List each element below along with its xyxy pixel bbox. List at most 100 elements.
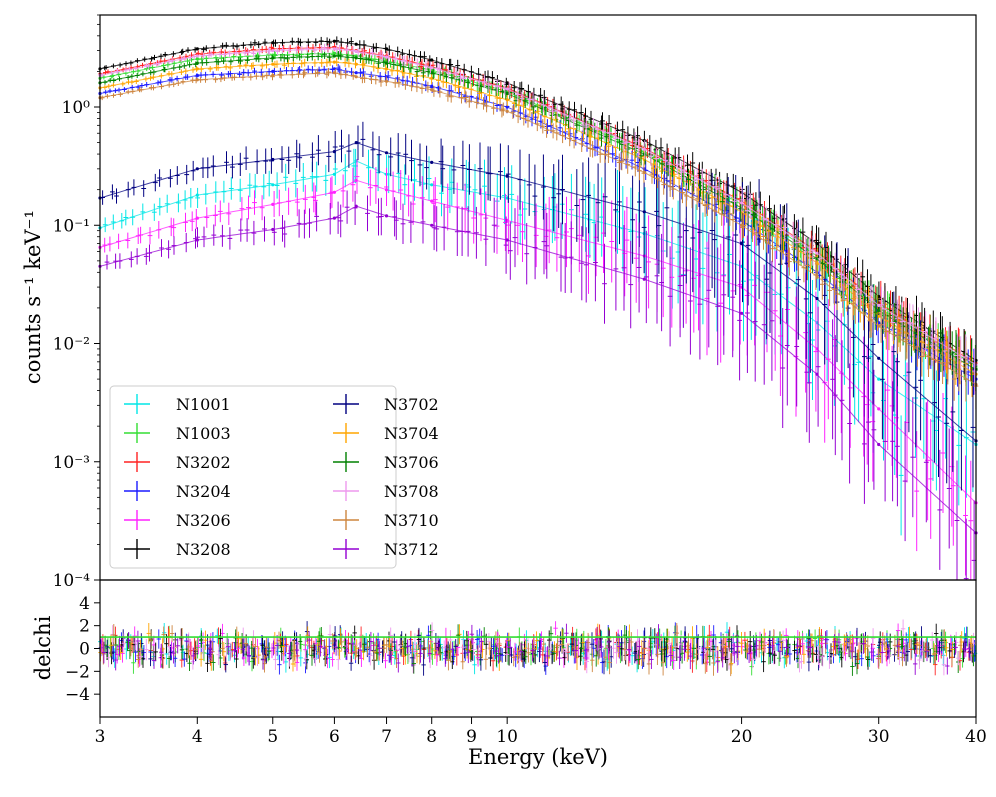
x-tick-label: 10 (496, 727, 518, 747)
legend-label: N3712 (384, 540, 439, 559)
legend-item-n3708: N3708 (333, 481, 439, 501)
legend-item-n3206: N3206 (124, 510, 231, 530)
legend: N1001 N1003 N3202 N3204 N3206 N3208 N3702 N3704… (109, 385, 439, 569)
residuals-y-axis: −4 −20 2 4 (65, 594, 100, 705)
data-point (384, 214, 389, 218)
data-point (877, 356, 881, 360)
x-tick-label: 3 (95, 727, 106, 747)
series-n3704 (98, 57, 978, 398)
data-point (195, 54, 199, 58)
data-point (430, 183, 434, 187)
residuals-n3712 (101, 623, 972, 675)
data-point (354, 75, 358, 79)
legend-label: N3204 (176, 482, 231, 501)
legend-label: N3208 (176, 540, 231, 559)
data-point (877, 377, 881, 381)
legend-item-n3712: N3712 (333, 539, 439, 559)
data-point (430, 223, 434, 227)
spectra-y-axis: 10⁻⁴ 10⁻³ 10⁻² 10⁻¹ 10⁰ (53, 14, 100, 591)
legend-item-n3204: N3204 (124, 481, 231, 501)
residuals-panel: −4 −20 2 4 3 4 5 6 7 8 9 10 20 30 40 delchi Energy (k… (31, 579, 987, 769)
y-tick-label: 10⁻⁴ (53, 571, 91, 591)
x-tick-label: 6 (329, 727, 340, 747)
energy-x-axis: 3 4 5 6 7 8 9 10 20 30 40 (95, 717, 987, 747)
legend-item-n3208: N3208 (124, 539, 231, 559)
series-n1001 (98, 148, 978, 536)
energy-x-axis-label: Energy (keV) (468, 745, 608, 769)
data-point (877, 324, 881, 328)
data-point (430, 199, 434, 203)
data-point (430, 160, 434, 164)
spectra-data-layer (98, 36, 979, 580)
series-n3708 (98, 43, 978, 395)
data-point (354, 42, 358, 46)
legend-item-n3706: N3706 (333, 452, 439, 472)
model-line-n3712 (99, 206, 977, 534)
spectra-y-axis-label: counts s⁻¹ keV⁻¹ (21, 210, 45, 384)
data-point (271, 227, 275, 232)
data-point (815, 257, 819, 261)
legend-label: N1001 (176, 395, 231, 414)
x-tick-label: 40 (965, 727, 987, 747)
legend-item-n3702: N3702 (333, 394, 439, 414)
residual-y-tick-label: 4 (79, 594, 90, 614)
error-bars-n3708 (99, 43, 978, 395)
residuals-y-axis-label: delchi (31, 615, 55, 680)
data-point (332, 39, 336, 43)
data-point (195, 61, 199, 65)
data-point (271, 157, 275, 162)
error-bars-n1001 (102, 148, 976, 536)
legend-label: N3206 (176, 511, 231, 530)
legend-label: N3708 (384, 482, 439, 501)
x-tick-label: 9 (466, 727, 477, 747)
data-point (815, 251, 819, 255)
legend-label: N3202 (176, 453, 231, 472)
data-point (877, 303, 881, 307)
data-point (332, 54, 336, 58)
data-point (815, 296, 819, 301)
legend-item-n1003: N1003 (124, 423, 231, 443)
data-point (877, 308, 881, 313)
residual-y-tick-label: −4 (65, 685, 90, 705)
legend-item-n3710: N3710 (333, 510, 439, 530)
series-n3710 (98, 68, 979, 410)
data-point (505, 109, 509, 113)
legend-box (109, 385, 397, 569)
y-tick-label: 10⁻² (53, 335, 90, 355)
x-tick-label: 30 (868, 727, 890, 747)
data-point (877, 407, 881, 411)
legend-item-n3202: N3202 (124, 452, 231, 472)
data-point (740, 311, 744, 315)
data-point (195, 167, 199, 171)
legend-item-n3704: N3704 (333, 423, 439, 443)
x-tick-label: 4 (192, 727, 203, 747)
data-point (271, 183, 275, 187)
legend-label: N3702 (384, 395, 439, 414)
series-n3712 (98, 190, 978, 580)
error-bars-n3712 (104, 190, 977, 580)
model-line-n3206 (99, 180, 977, 504)
y-tick-label: 10⁰ (62, 98, 91, 118)
data-point (642, 277, 646, 281)
y-tick-label: 10⁻³ (53, 453, 90, 473)
spectra-panel: 10⁻⁴ 10⁻³ 10⁻² 10⁻¹ 10⁰ counts s⁻¹ keV⁻¹ N10… (21, 14, 979, 591)
data-point (354, 71, 358, 75)
x-tick-label: 5 (267, 727, 278, 747)
data-point (877, 442, 881, 447)
legend-label: N3706 (384, 453, 439, 472)
data-point (332, 216, 336, 220)
legend-item-n1001: N1001 (124, 394, 231, 414)
legend-label: N1003 (176, 424, 231, 443)
data-point (271, 49, 275, 53)
residuals-data-layer (98, 619, 978, 677)
legend-label: N3704 (384, 424, 439, 443)
residuals-plot-frame (99, 579, 977, 718)
y-tick-label: 10⁻¹ (53, 216, 90, 236)
model-line-n1001 (99, 161, 977, 445)
x-tick-label: 7 (381, 727, 392, 747)
residual-y-tick-label: −2 (65, 662, 90, 682)
x-tick-label: 20 (731, 727, 753, 747)
data-point (430, 88, 434, 92)
residual-y-tick-label: 0 (79, 640, 90, 660)
